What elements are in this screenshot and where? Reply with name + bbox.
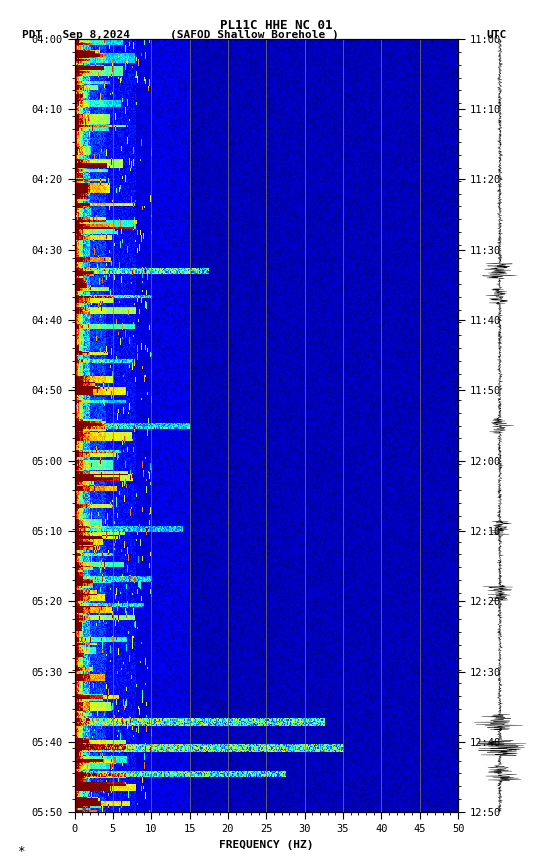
Text: PDT   Sep 8,2024: PDT Sep 8,2024 (22, 30, 130, 41)
Text: *: * (17, 845, 24, 858)
Text: UTC: UTC (487, 30, 507, 41)
Text: (SAFOD Shallow Borehole ): (SAFOD Shallow Borehole ) (169, 30, 338, 41)
Text: PL11C HHE NC 01: PL11C HHE NC 01 (220, 19, 332, 32)
X-axis label: FREQUENCY (HZ): FREQUENCY (HZ) (219, 840, 314, 849)
